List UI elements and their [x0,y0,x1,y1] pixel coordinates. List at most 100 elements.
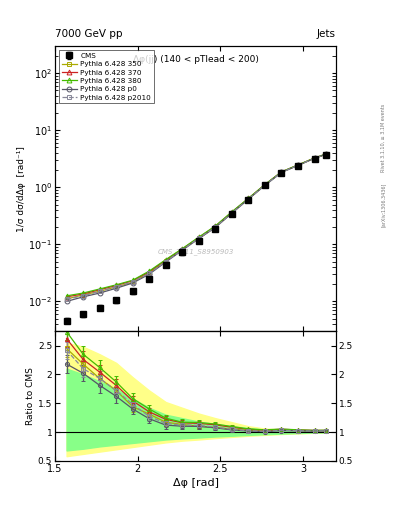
Pythia 6.428 p0 [130,280,135,286]
Pythia 6.428 p2010 [296,162,300,168]
Pythia 6.428 380 [279,169,284,175]
Pythia 6.428 p0 [196,236,201,242]
Pythia 6.428 p0 [64,298,69,305]
Pythia 6.428 p2010 [114,284,119,290]
Pythia 6.428 370 [324,151,329,157]
Y-axis label: Ratio to CMS: Ratio to CMS [26,367,35,425]
Pythia 6.428 p2010 [312,155,317,161]
Pythia 6.428 350 [114,284,119,290]
Pythia 6.428 p0 [324,151,329,157]
Text: 7000 GeV pp: 7000 GeV pp [55,29,123,39]
Pythia 6.428 380 [64,293,69,299]
Pythia 6.428 380 [97,286,102,292]
Pythia 6.428 370 [279,169,284,175]
Pythia 6.428 350 [81,292,86,298]
Y-axis label: 1/σ dσ/dΔφ  [rad⁻¹]: 1/σ dσ/dΔφ [rad⁻¹] [17,146,26,231]
Pythia 6.428 p2010 [324,151,329,157]
Pythia 6.428 380 [312,155,317,161]
Pythia 6.428 350 [296,162,300,168]
Line: Pythia 6.428 370: Pythia 6.428 370 [64,152,329,300]
Pythia 6.428 p0 [180,247,185,253]
Pythia 6.428 380 [163,257,168,263]
Pythia 6.428 p0 [246,196,251,202]
Pythia 6.428 380 [296,162,300,168]
Pythia 6.428 p0 [263,182,267,188]
Pythia 6.428 p2010 [213,224,218,230]
Pythia 6.428 350 [180,246,185,252]
Pythia 6.428 p0 [163,259,168,265]
Pythia 6.428 370 [163,257,168,263]
X-axis label: Δφ [rad]: Δφ [rad] [173,478,219,488]
Pythia 6.428 350 [64,296,69,302]
Pythia 6.428 p2010 [64,296,69,302]
Pythia 6.428 370 [246,196,251,202]
Line: Pythia 6.428 350: Pythia 6.428 350 [64,152,329,302]
Pythia 6.428 p2010 [279,169,284,176]
Pythia 6.428 370 [180,246,185,252]
Pythia 6.428 350 [230,210,234,216]
Pythia 6.428 350 [130,280,135,286]
Pythia 6.428 p2010 [196,235,201,241]
Pythia 6.428 380 [246,195,251,201]
Line: Pythia 6.428 p0: Pythia 6.428 p0 [64,152,329,304]
Pythia 6.428 p0 [81,294,86,300]
Legend: CMS, Pythia 6.428 350, Pythia 6.428 370, Pythia 6.428 380, Pythia 6.428 p0, Pyth: CMS, Pythia 6.428 350, Pythia 6.428 370,… [59,50,154,103]
Pythia 6.428 p0 [97,290,102,296]
Pythia 6.428 p2010 [263,182,267,188]
Pythia 6.428 p2010 [180,247,185,253]
Pythia 6.428 p2010 [97,288,102,294]
Pythia 6.428 350 [279,169,284,175]
Pythia 6.428 370 [196,234,201,241]
Pythia 6.428 380 [180,246,185,252]
Pythia 6.428 350 [97,288,102,294]
Text: Rivet 3.1.10, ≥ 3.1M events: Rivet 3.1.10, ≥ 3.1M events [381,104,386,173]
Pythia 6.428 p0 [147,271,152,278]
Pythia 6.428 p2010 [163,259,168,265]
Pythia 6.428 370 [114,283,119,289]
Pythia 6.428 p2010 [230,210,234,216]
Pythia 6.428 p0 [296,162,300,168]
Pythia 6.428 380 [130,277,135,283]
Pythia 6.428 370 [130,278,135,284]
Pythia 6.428 p2010 [130,279,135,285]
Pythia 6.428 370 [312,155,317,161]
Pythia 6.428 370 [81,291,86,297]
Pythia 6.428 350 [263,182,267,188]
Pythia 6.428 350 [324,151,329,157]
Pythia 6.428 380 [196,234,201,240]
Pythia 6.428 370 [147,269,152,275]
Pythia 6.428 350 [312,155,317,161]
Line: Pythia 6.428 p2010: Pythia 6.428 p2010 [64,152,329,302]
Pythia 6.428 370 [296,162,300,168]
Pythia 6.428 p0 [114,285,119,291]
Pythia 6.428 370 [230,209,234,215]
Pythia 6.428 p0 [312,155,317,161]
Pythia 6.428 p2010 [246,196,251,202]
Pythia 6.428 380 [147,268,152,274]
Text: [arXiv:1306.3436]: [arXiv:1306.3436] [381,183,386,227]
Text: Δφ(jj) (140 < pTlead < 200): Δφ(jj) (140 < pTlead < 200) [132,55,259,63]
Pythia 6.428 350 [246,196,251,202]
Pythia 6.428 350 [147,269,152,275]
Pythia 6.428 380 [114,282,119,288]
Line: Pythia 6.428 380: Pythia 6.428 380 [64,152,329,298]
Pythia 6.428 350 [196,236,201,242]
Pythia 6.428 p2010 [147,270,152,276]
Pythia 6.428 380 [213,223,218,229]
Pythia 6.428 p0 [279,169,284,176]
Pythia 6.428 380 [324,151,329,157]
Pythia 6.428 p0 [230,210,234,216]
Pythia 6.428 380 [81,290,86,296]
Pythia 6.428 370 [263,182,267,188]
Text: CMS_2011_S8950903: CMS_2011_S8950903 [157,248,234,255]
Text: Jets: Jets [317,29,336,39]
Pythia 6.428 370 [213,223,218,229]
Pythia 6.428 350 [163,258,168,264]
Pythia 6.428 370 [64,294,69,300]
Pythia 6.428 350 [213,224,218,230]
Pythia 6.428 380 [230,209,234,215]
Pythia 6.428 370 [97,287,102,293]
Pythia 6.428 p0 [213,224,218,230]
Pythia 6.428 380 [263,181,267,187]
Pythia 6.428 p2010 [81,293,86,299]
